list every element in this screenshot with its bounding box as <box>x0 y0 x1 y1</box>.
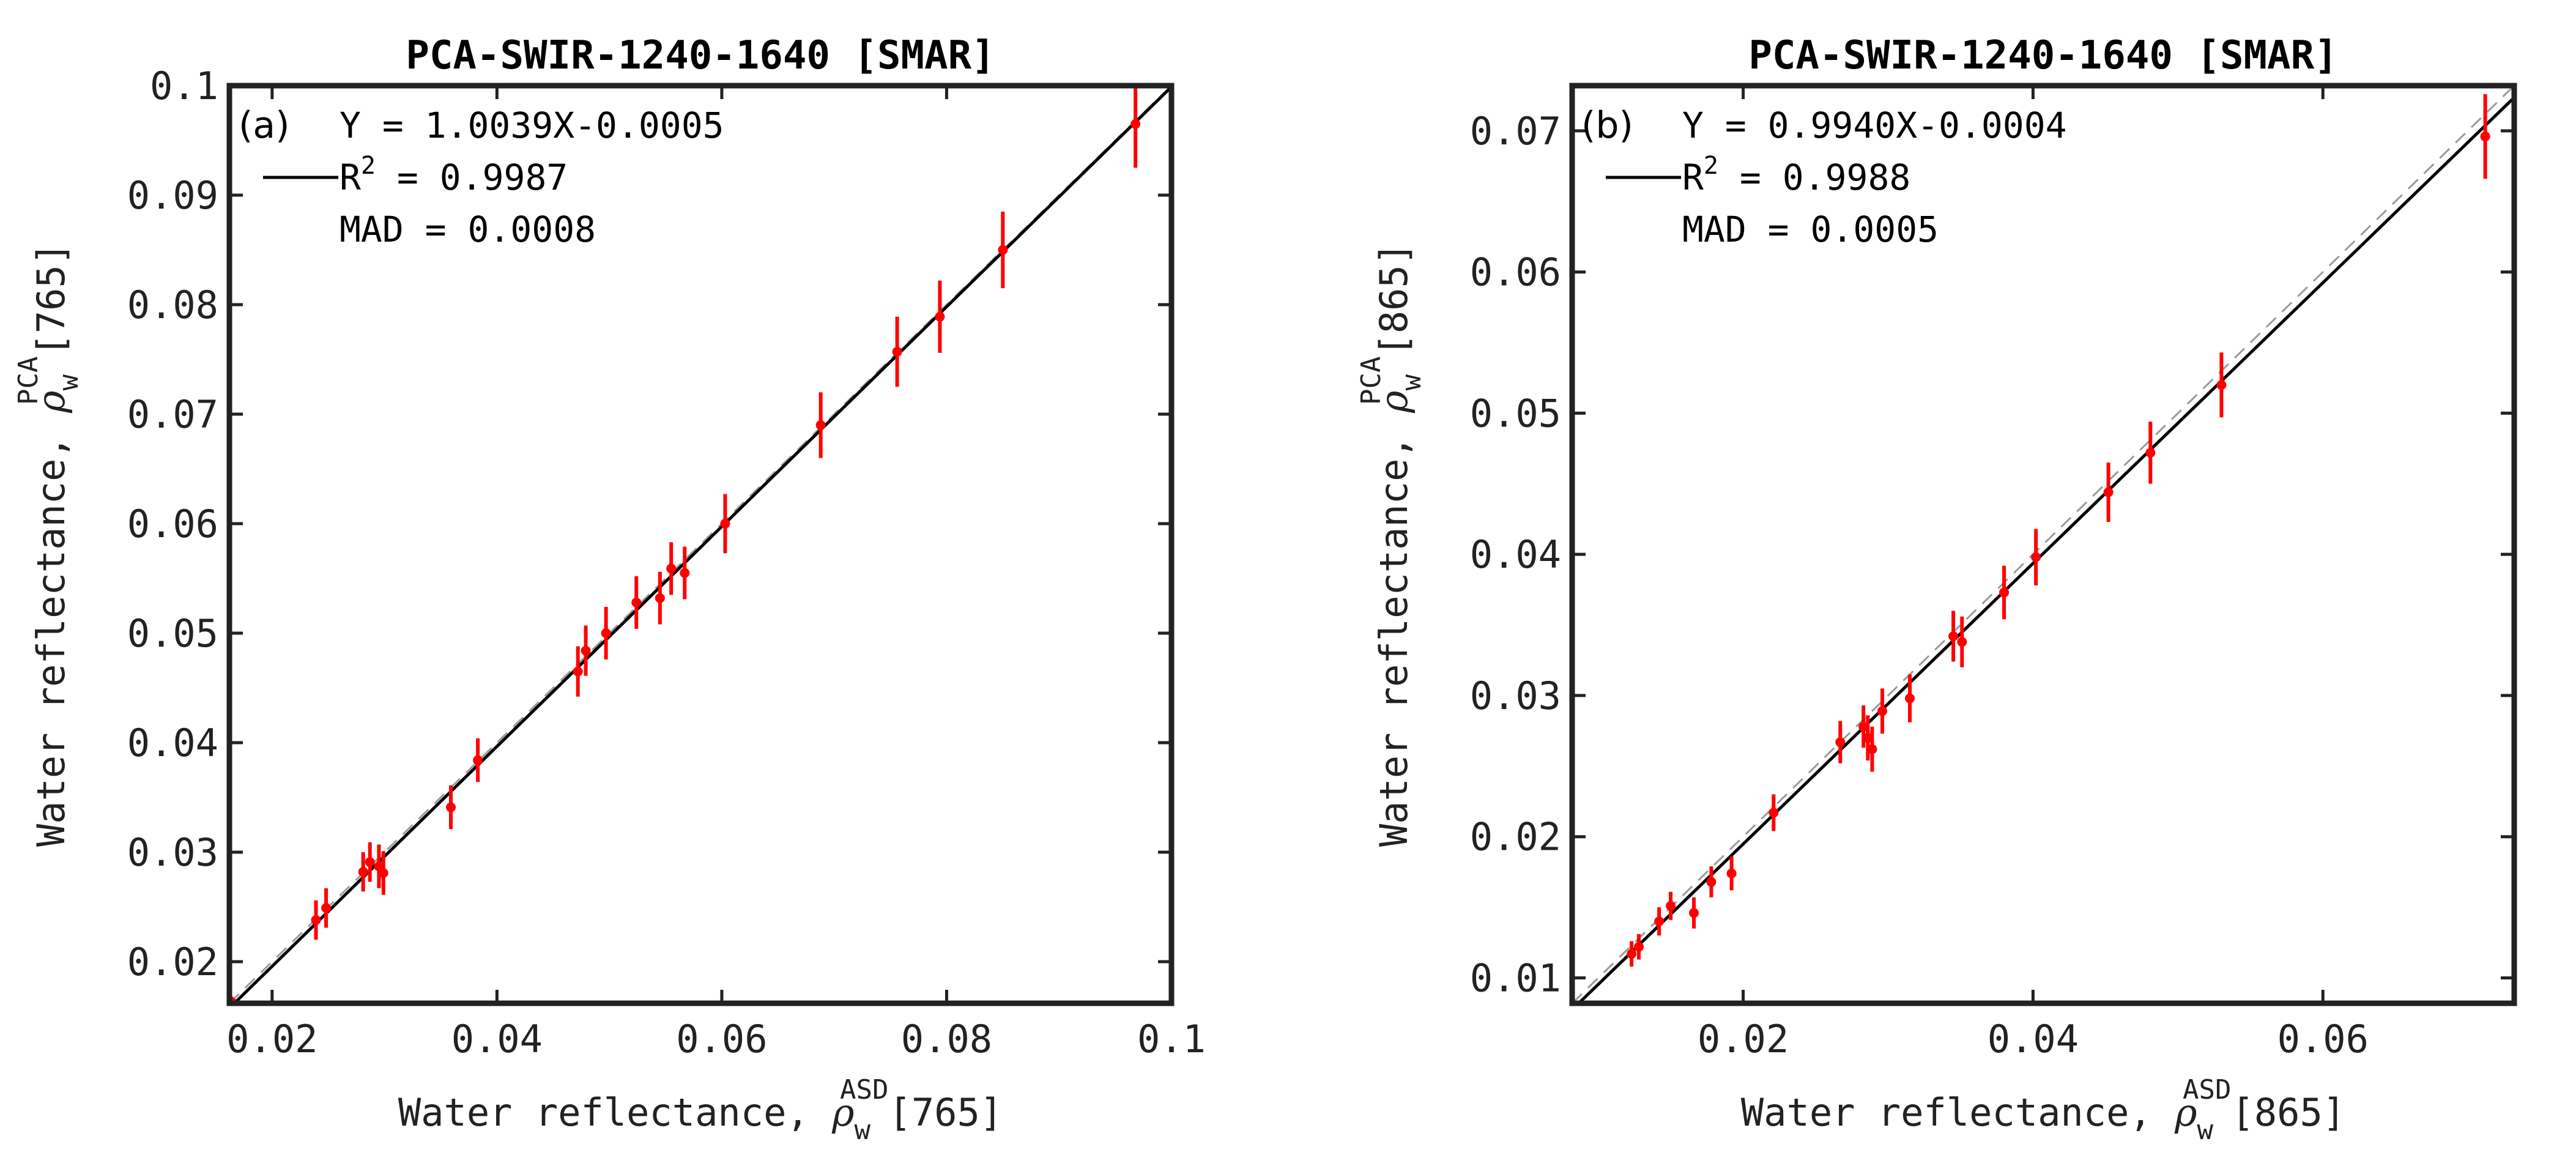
data-point <box>1957 637 1967 647</box>
data-points <box>1627 94 2490 967</box>
r-squared: R2 = 0.9988 <box>1682 152 1910 198</box>
data-point <box>1633 941 1644 952</box>
data-point <box>1130 119 1141 129</box>
data-point <box>573 666 583 677</box>
data-point <box>1627 949 1637 959</box>
r-squared: R2 = 0.9987 <box>340 152 568 198</box>
data-point <box>666 563 677 574</box>
y-tick-label: 0.02 <box>127 940 218 984</box>
data-point <box>655 593 665 603</box>
chart-title: PCA-SWIR-1240-1640 [SMAR] <box>1748 33 2337 78</box>
data-point <box>2216 380 2227 390</box>
data-point <box>1999 587 2010 598</box>
y-tick-label: 0.02 <box>1470 815 1561 860</box>
data-point <box>892 346 902 357</box>
data-point <box>1706 877 1717 887</box>
y-tick-label: 0.03 <box>127 830 218 875</box>
y-tick-label: 0.05 <box>127 611 218 656</box>
y-tick-label: 0.06 <box>127 502 218 546</box>
data-point <box>378 867 388 878</box>
y-tick-label: 0.07 <box>127 392 218 437</box>
data-point <box>358 867 368 877</box>
data-point <box>365 857 375 867</box>
data-point <box>815 420 826 430</box>
x-tick-label: 0.06 <box>2277 1017 2369 1061</box>
data-point <box>2103 487 2114 497</box>
data-point <box>1654 916 1665 927</box>
data-point <box>321 903 332 913</box>
y-tick-label: 0.04 <box>127 721 218 765</box>
data-point <box>1863 733 1873 743</box>
y-tick-label: 0.04 <box>1470 532 1561 577</box>
data-points <box>229 86 1141 1003</box>
y-tick-label: 0.01 <box>1470 956 1561 1000</box>
data-point <box>1769 808 1779 818</box>
data-point <box>2480 132 2490 142</box>
y-tick-label: 0.08 <box>127 283 218 327</box>
data-point <box>311 915 321 925</box>
regression-line <box>1576 96 2514 1003</box>
x-tick-label: 0.04 <box>451 1017 543 1061</box>
x-tick-label: 0.02 <box>1698 1017 1789 1061</box>
data-point <box>1858 721 1869 732</box>
regression-line <box>232 86 1171 1003</box>
data-point <box>1835 737 1846 748</box>
data-point <box>446 802 456 812</box>
fit-equation: Y = 0.9940X-0.0004 <box>1682 105 2067 146</box>
mad-value: MAD = 0.0005 <box>1682 209 1939 250</box>
chart-title: PCA-SWIR-1240-1640 [SMAR] <box>406 33 995 78</box>
data-point <box>998 245 1008 255</box>
data-point <box>1905 693 1915 704</box>
axes-frame <box>1569 83 2517 1006</box>
data-point <box>720 518 730 529</box>
data-point <box>1726 868 1737 878</box>
fit-equation: Y = 1.0039X-0.0005 <box>340 105 724 146</box>
y-axis-label: Water reflectance, ρwPCA[765] <box>13 242 84 847</box>
data-point <box>631 597 642 607</box>
y-tick-label: 0.1 <box>150 64 218 108</box>
data-point <box>601 628 611 638</box>
data-point <box>1948 631 1959 641</box>
data-point <box>2145 448 2156 458</box>
y-axis-label: Water reflectance, ρwPCA[865] <box>1356 242 1427 847</box>
y-tick-label: 0.09 <box>127 173 218 218</box>
x-tick-label: 0.06 <box>676 1017 767 1061</box>
data-point <box>1689 908 1699 918</box>
y-tick-label: 0.07 <box>1470 109 1561 154</box>
panel-label: (a) <box>239 104 290 147</box>
data-point <box>1666 901 1676 911</box>
data-point <box>935 311 945 322</box>
x-tick-label: 0.1 <box>1137 1017 1206 1061</box>
x-axis-label: Water reflectance, ρwASD[865] <box>1741 1074 2345 1146</box>
data-point <box>2031 552 2041 562</box>
y-tick-label: 0.06 <box>1470 250 1561 295</box>
chart-panel-a: PCA-SWIR-1240-1640 [SMAR] 0.02 0.04 0.06 0.0… <box>13 33 1206 1146</box>
y-tick-label: 0.03 <box>1470 674 1561 718</box>
x-tick-label: 0.02 <box>226 1017 317 1061</box>
data-point <box>581 645 591 656</box>
x-axis-label: Water reflectance, ρwASD[765] <box>398 1074 1003 1146</box>
chart-panel-b: PCA-SWIR-1240-1640 [SMAR] 0.02 0.04 0.06 0.0… <box>1356 33 2517 1146</box>
data-point <box>473 755 483 765</box>
axes-frame <box>226 83 1175 1006</box>
x-tick-label: 0.08 <box>901 1017 992 1061</box>
panel-label: (b) <box>1581 104 1633 147</box>
y-tick-label: 0.05 <box>1470 391 1561 436</box>
data-point <box>680 568 690 578</box>
data-point <box>1867 744 1877 754</box>
data-point <box>1877 706 1888 716</box>
x-tick-label: 0.04 <box>1988 1017 2079 1061</box>
mad-value: MAD = 0.0008 <box>340 209 596 250</box>
